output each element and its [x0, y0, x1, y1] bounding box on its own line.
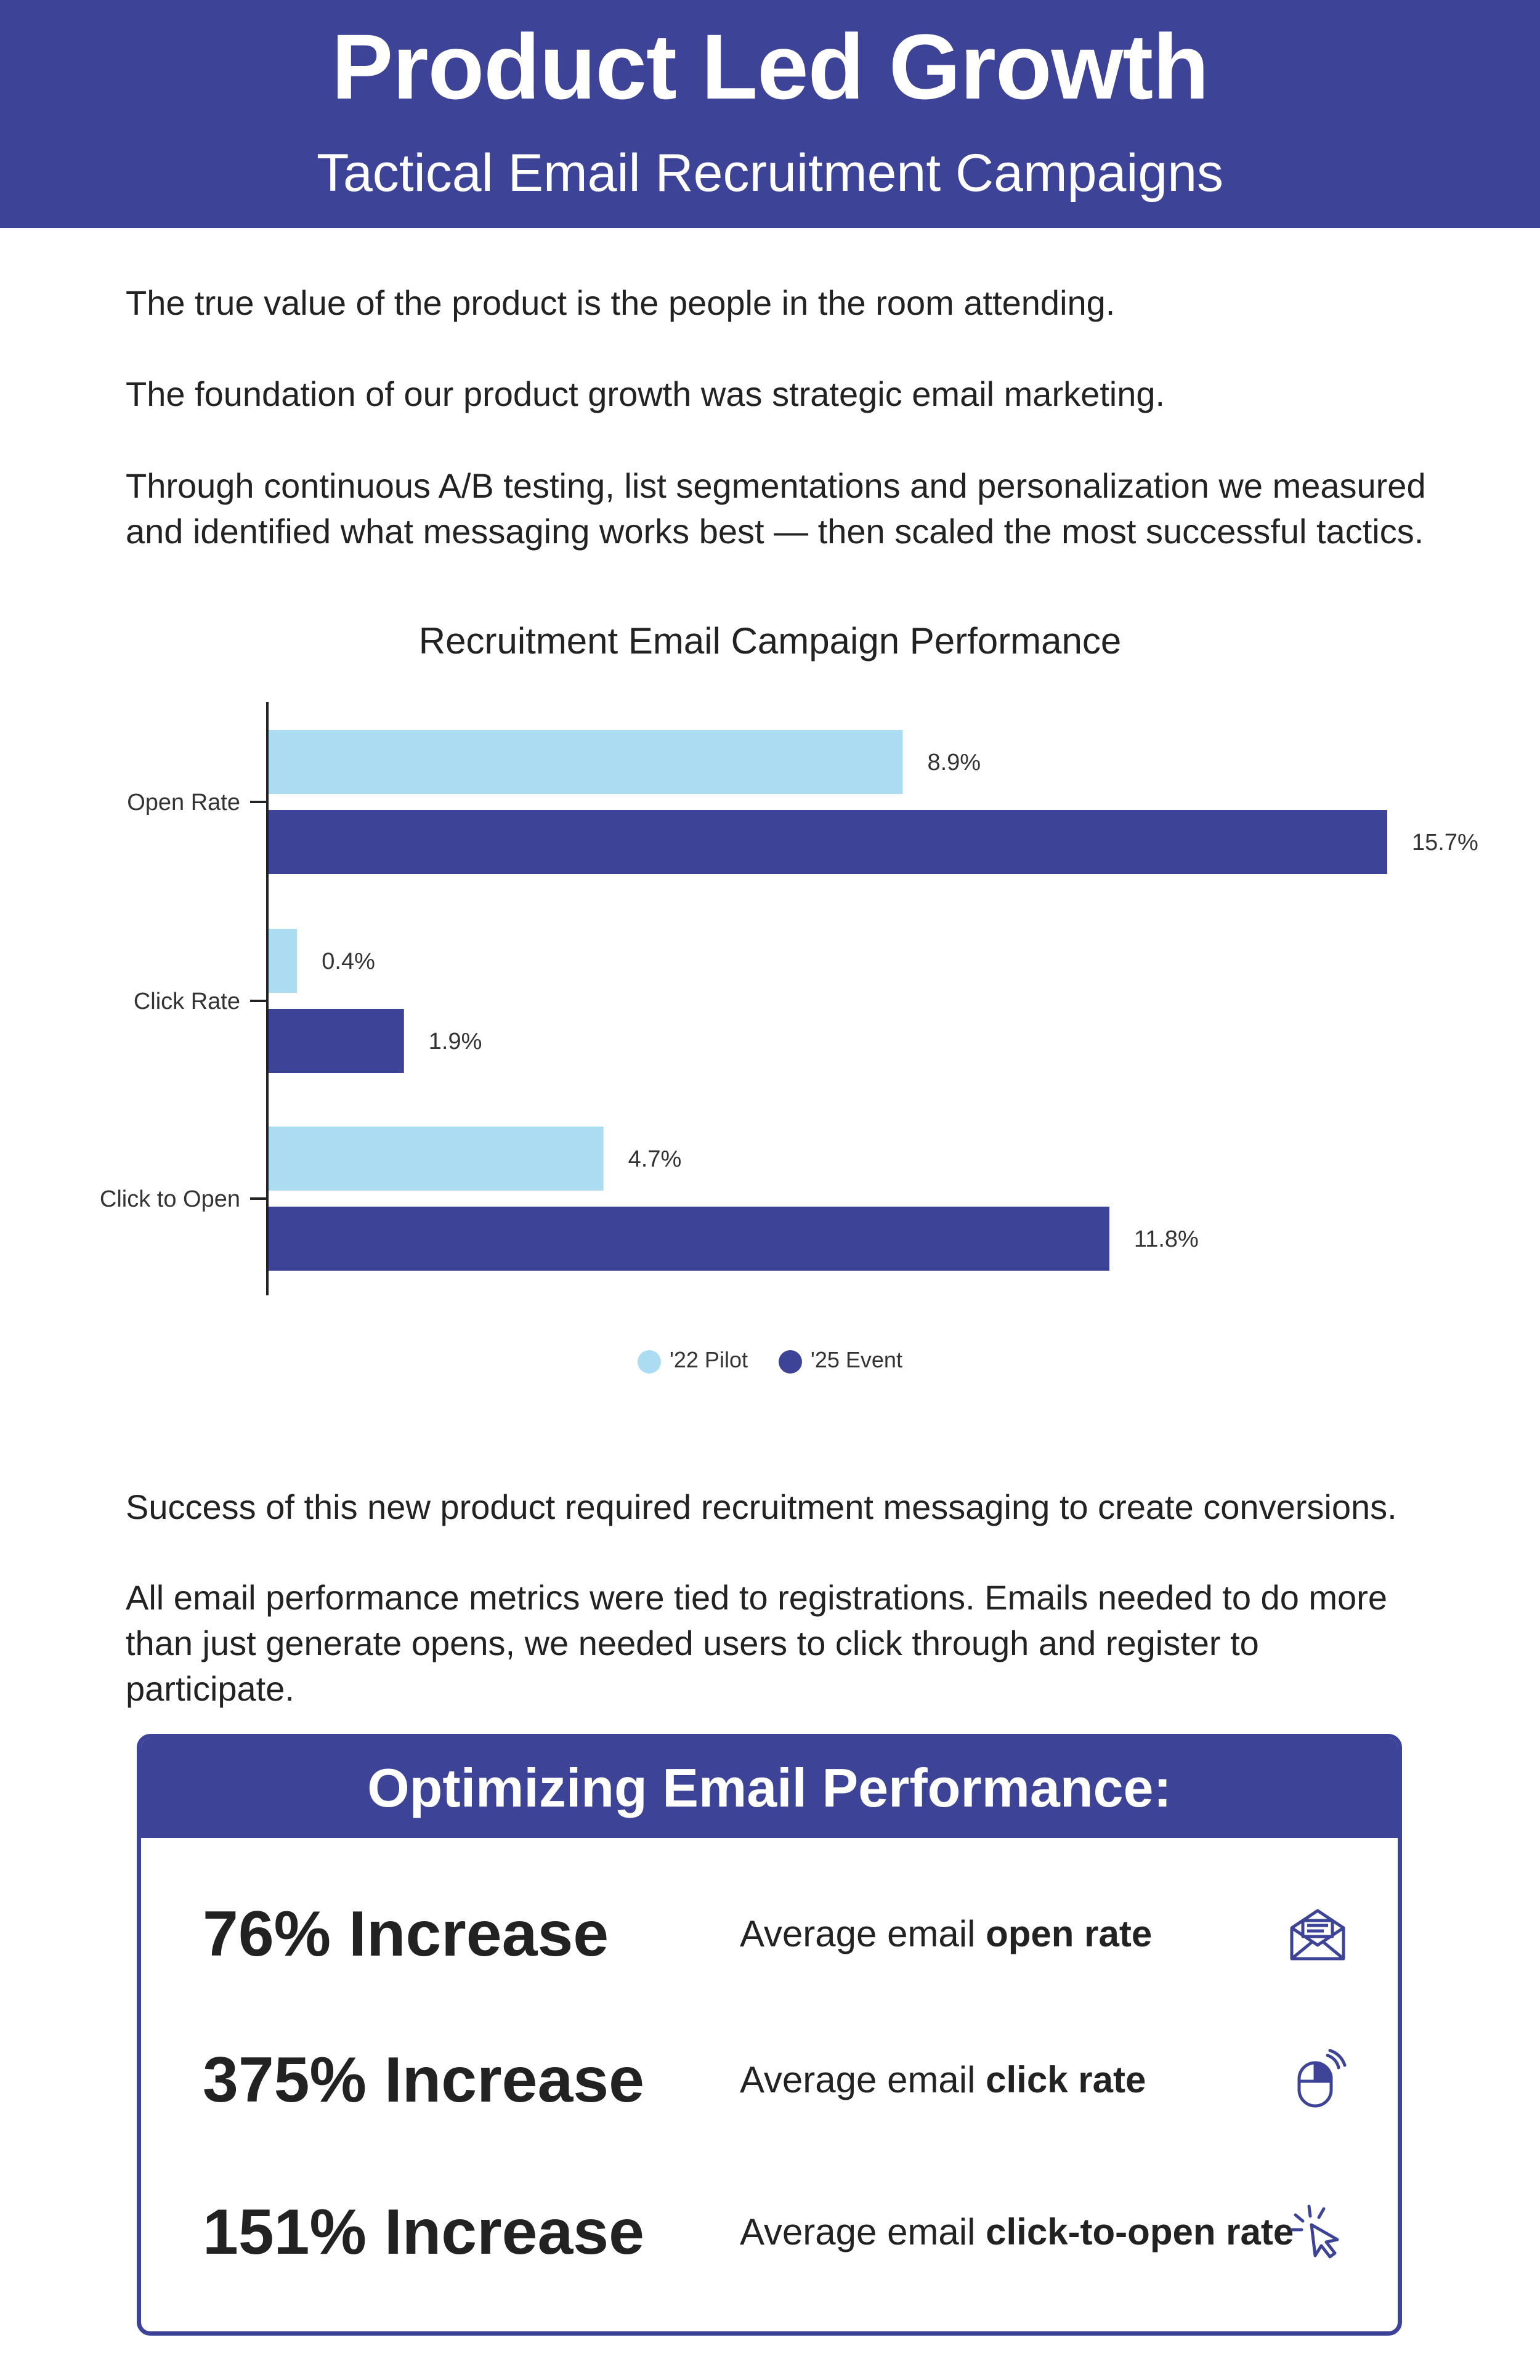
performance-box: Optimizing Email Performance: 76% Increa…: [137, 1734, 1402, 2336]
legend-label-event: '25 Event: [810, 1347, 902, 1373]
performance-box-title: Optimizing Email Performance:: [141, 1738, 1398, 1838]
bar: [269, 810, 1387, 874]
data-label: 8.9%: [927, 750, 981, 775]
bar: [269, 1009, 404, 1073]
middle-paragraph-2: All email performance metrics were tied …: [126, 1578, 1387, 1708]
legend-swatch-pilot: [638, 1350, 662, 1374]
intro-paragraph-2: The foundation of our product growth was…: [126, 374, 1165, 413]
page-title: Product Led Growth: [331, 15, 1209, 118]
metric-row: 76% Increase Average email open rate: [141, 1885, 1398, 1983]
chart-legend: '22 Pilot '25 Event: [0, 1346, 1540, 1374]
intro-paragraph-1: The true value of the product is the peo…: [126, 283, 1116, 322]
legend-item-event: '25 Event: [778, 1347, 902, 1374]
legend-swatch-event: [778, 1350, 802, 1374]
bar: [269, 730, 903, 794]
middle-paragraph-1: Success of this new product required rec…: [126, 1488, 1397, 1526]
data-label: 11.8%: [1134, 1226, 1199, 1252]
mouse-icon: [1297, 2049, 1347, 2108]
metric-row: 151% Increase Average email click-to-ope…: [141, 2183, 1398, 2281]
metric-description-prefix: Average email: [740, 2059, 986, 2100]
metric-description-bold: open rate: [986, 1913, 1153, 1954]
metric-description-bold: click-to-open rate: [986, 2211, 1294, 2252]
intro-paragraph-3: Through continuous A/B testing, list seg…: [126, 466, 1426, 551]
envelope-icon: [1290, 1909, 1345, 1961]
bar: [269, 1127, 604, 1191]
metric-description-bold: click rate: [986, 2059, 1146, 2100]
metric-row: 375% Increase Average email click rate: [141, 2031, 1398, 2129]
y-tick-label: Click Rate: [134, 989, 240, 1014]
legend-item-pilot: '22 Pilot: [638, 1347, 748, 1374]
metric-description: Average email click rate: [740, 2031, 1146, 2129]
metric-value: 76% Increase: [203, 1898, 609, 1970]
bar: [269, 1207, 1109, 1271]
page-subtitle: Tactical Email Recruitment Campaigns: [316, 144, 1224, 203]
metric-value: 375% Increase: [203, 2044, 644, 2116]
cursor-click-icon: [1290, 2204, 1339, 2259]
y-tick-label: Open Rate: [127, 790, 240, 816]
legend-label-pilot: '22 Pilot: [670, 1347, 748, 1373]
metric-description: Average email open rate: [740, 1885, 1152, 1983]
metric-description: Average email click-to-open rate: [740, 2183, 1294, 2281]
chart-title: Recruitment Email Campaign Performance: [418, 620, 1122, 662]
data-label: 0.4%: [322, 949, 375, 974]
data-label: 4.7%: [628, 1146, 682, 1172]
y-tick-label: Click to Open: [100, 1186, 240, 1212]
page-header: Product Led Growth Tactical Email Recrui…: [0, 0, 1540, 228]
bar-chart: Open Rate 8.9% 15.7% Click Rate 0.4% 1.9% Clic…: [100, 702, 1478, 1295]
data-label: 1.9%: [429, 1029, 482, 1054]
bar: [269, 929, 298, 993]
metric-description-prefix: Average email: [740, 1913, 986, 1954]
metric-description-prefix: Average email: [740, 2211, 986, 2252]
data-label: 15.7%: [1412, 830, 1478, 856]
metric-value: 151% Increase: [203, 2196, 644, 2268]
